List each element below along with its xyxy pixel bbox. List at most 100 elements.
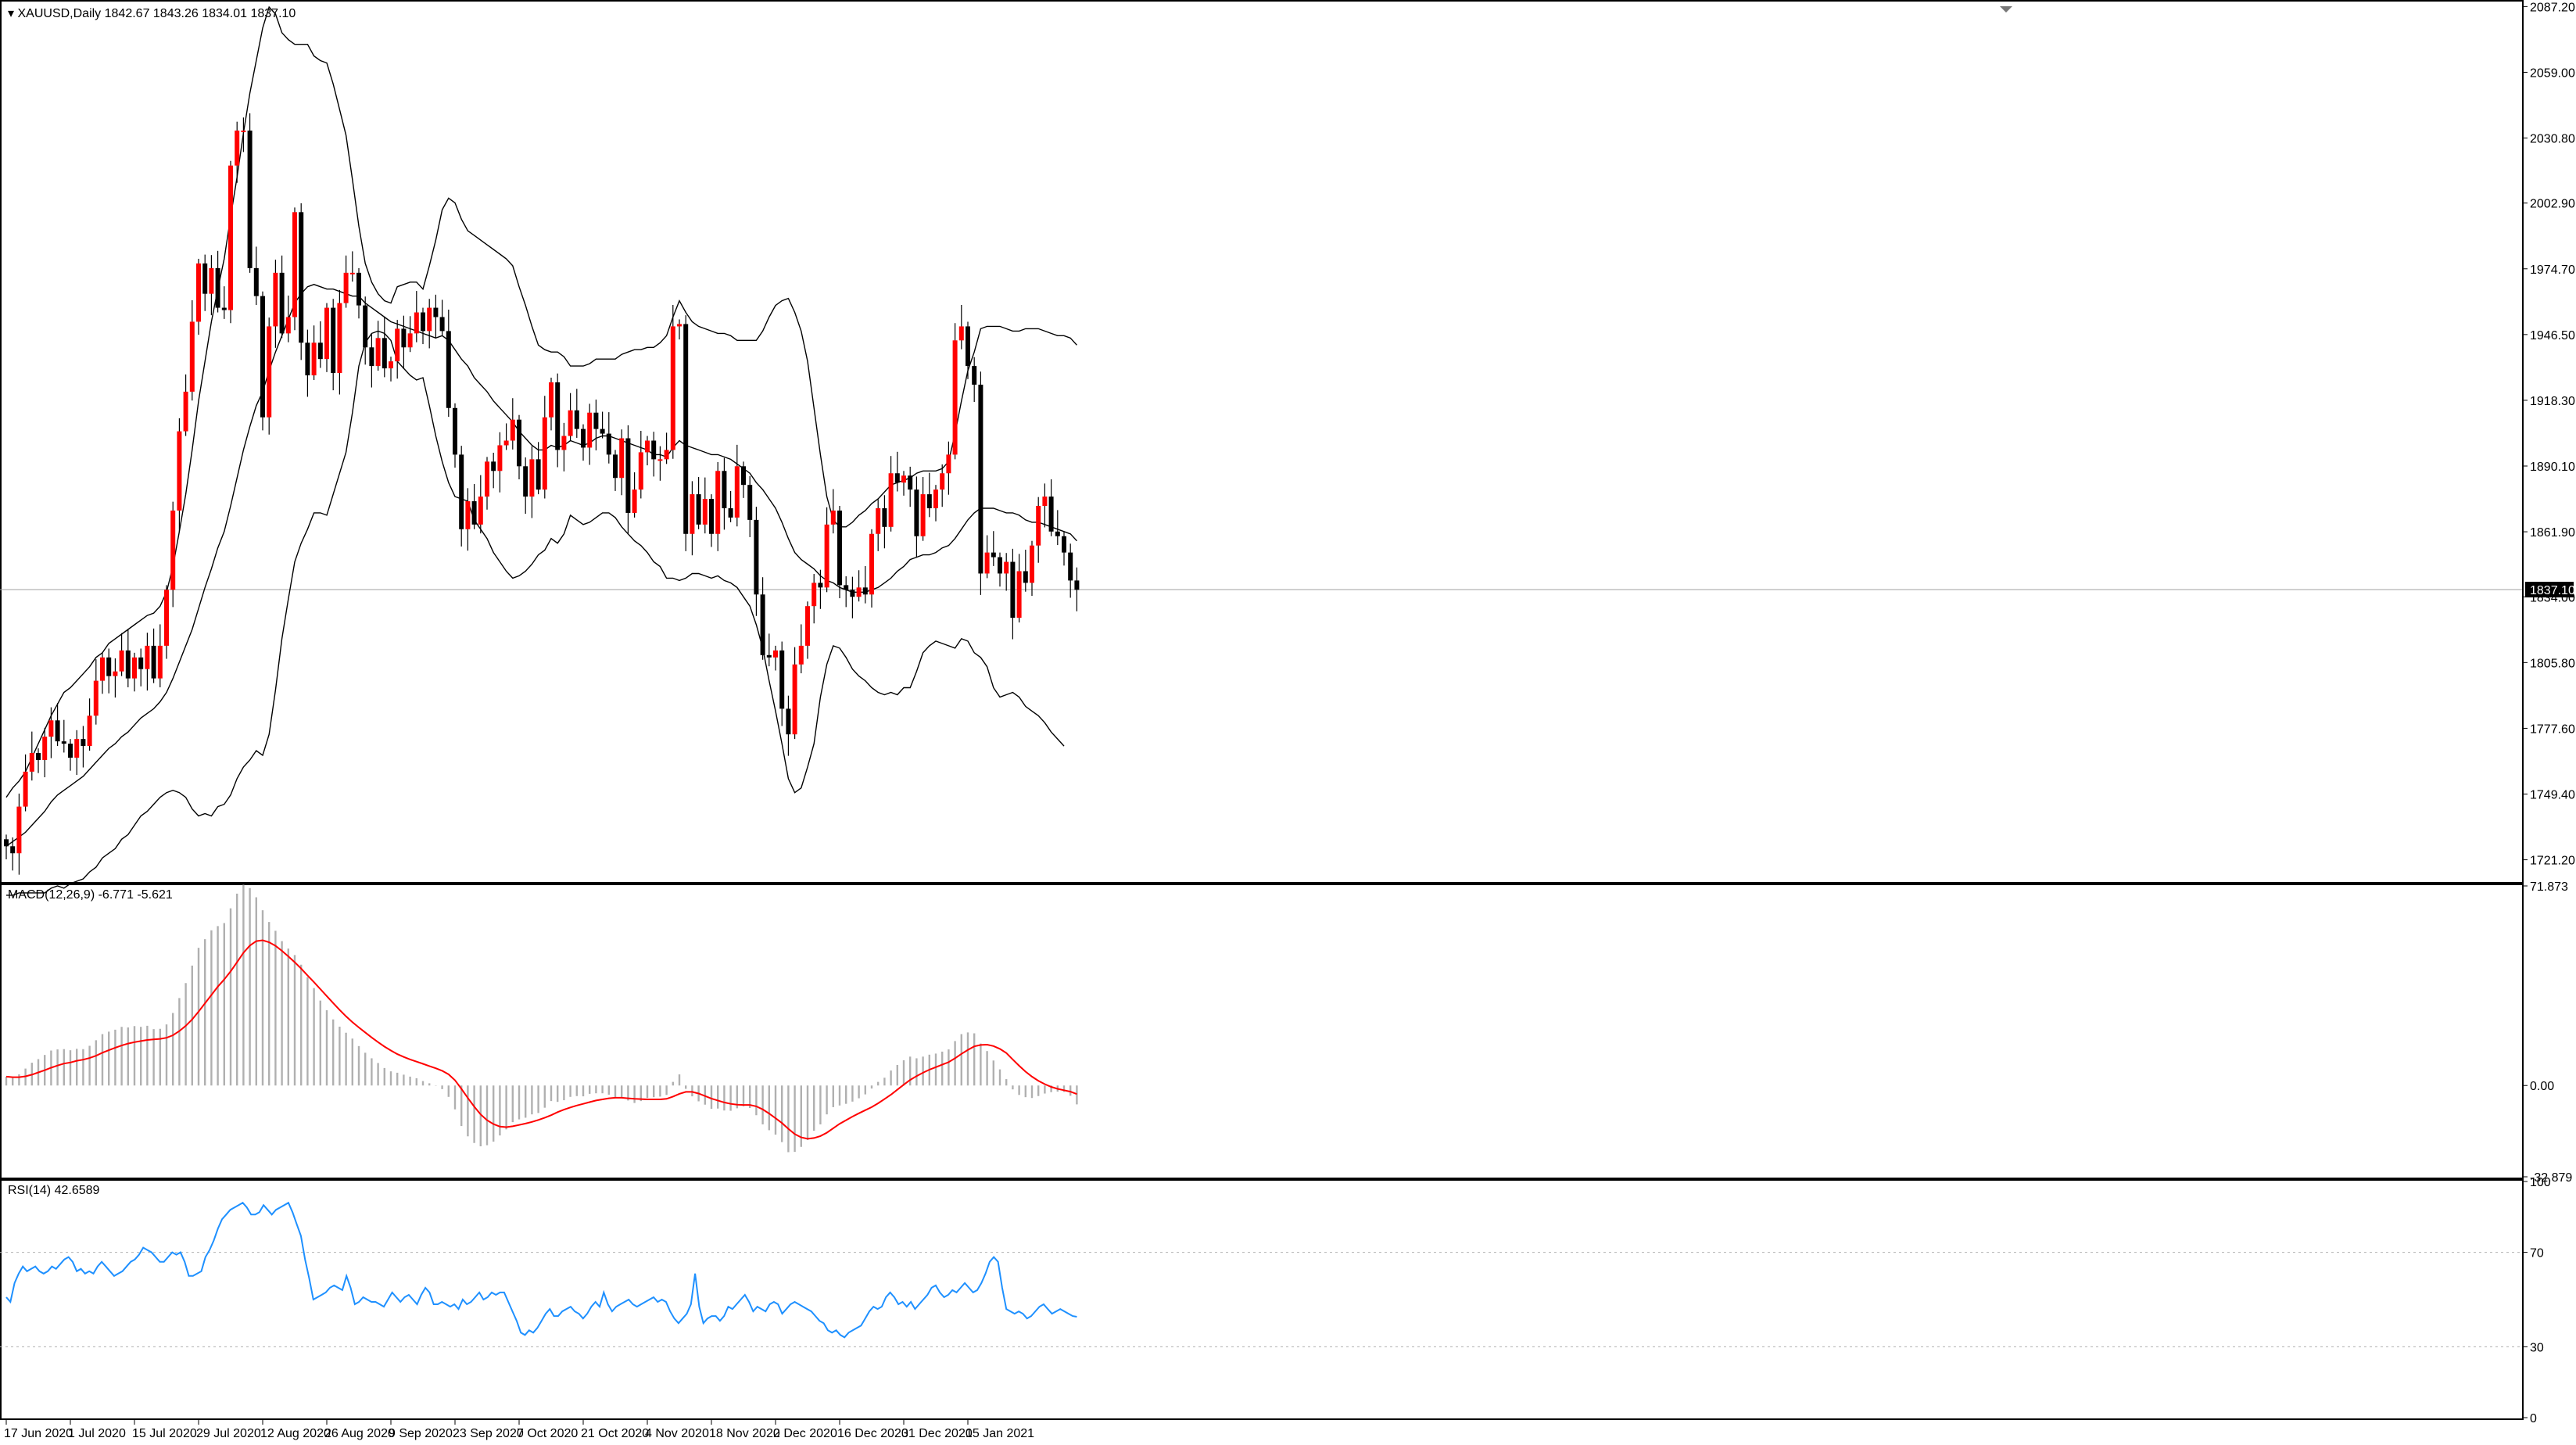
candle[interactable] (267, 317, 272, 435)
candle[interactable] (1016, 554, 1022, 623)
candle[interactable] (337, 289, 342, 395)
candle[interactable] (132, 652, 137, 692)
candle[interactable] (574, 389, 579, 438)
candle[interactable] (779, 641, 785, 726)
candle[interactable] (343, 255, 349, 308)
candle[interactable] (940, 464, 945, 507)
candle[interactable] (728, 490, 733, 522)
candle[interactable] (228, 160, 233, 324)
candle[interactable] (453, 403, 457, 468)
candle[interactable] (202, 254, 208, 311)
candle[interactable] (811, 574, 817, 624)
candle[interactable] (760, 577, 765, 660)
candle[interactable] (830, 489, 836, 534)
candle[interactable] (587, 403, 593, 465)
candle[interactable] (625, 425, 631, 535)
candle[interactable] (651, 432, 657, 477)
candle[interactable] (241, 117, 246, 152)
candle[interactable] (792, 647, 797, 740)
candle[interactable] (536, 442, 541, 495)
candle[interactable] (664, 432, 669, 464)
candle[interactable] (1055, 510, 1060, 546)
candle[interactable] (42, 727, 48, 778)
candle[interactable] (946, 441, 951, 495)
candle[interactable] (856, 570, 862, 602)
candle[interactable] (459, 446, 464, 547)
candle[interactable] (568, 393, 573, 441)
candle[interactable] (1042, 483, 1048, 528)
candle[interactable] (632, 472, 637, 518)
candle[interactable] (189, 300, 195, 401)
candle[interactable] (151, 628, 156, 683)
candle[interactable] (433, 294, 439, 339)
candle[interactable] (138, 648, 144, 687)
candle[interactable] (709, 494, 714, 547)
candle[interactable] (766, 633, 772, 667)
candle[interactable] (619, 429, 625, 496)
candle[interactable] (389, 357, 393, 382)
candle[interactable] (645, 436, 650, 466)
candle[interactable] (247, 113, 253, 273)
candle[interactable] (279, 255, 285, 339)
candle[interactable] (471, 483, 477, 529)
candle[interactable] (253, 246, 259, 305)
candle[interactable] (106, 648, 112, 694)
candle[interactable] (10, 837, 16, 871)
candle[interactable] (68, 739, 73, 771)
candle[interactable] (914, 476, 919, 558)
candle[interactable] (93, 659, 99, 725)
candle[interactable] (581, 424, 586, 461)
candle[interactable] (209, 255, 214, 316)
candle[interactable] (478, 475, 483, 534)
candle[interactable] (1023, 550, 1028, 592)
candle[interactable] (1068, 543, 1073, 598)
candle[interactable] (29, 731, 34, 781)
candle[interactable] (305, 329, 310, 397)
candle[interactable] (503, 423, 509, 450)
candle[interactable] (517, 414, 521, 480)
candle[interactable] (677, 319, 682, 340)
candle[interactable] (497, 432, 503, 493)
candle[interactable] (991, 531, 996, 566)
candle[interactable] (55, 703, 60, 747)
candle[interactable] (1030, 540, 1034, 597)
candle[interactable] (690, 481, 695, 556)
candle[interactable] (523, 457, 528, 515)
candle[interactable] (952, 323, 958, 460)
candle[interactable] (862, 565, 868, 604)
candle[interactable] (382, 316, 387, 378)
candle[interactable] (317, 321, 323, 368)
candle[interactable] (593, 400, 599, 451)
candle[interactable] (844, 576, 849, 608)
candle[interactable] (491, 453, 496, 489)
candle[interactable] (966, 321, 970, 379)
candle[interactable] (529, 446, 535, 518)
candle[interactable] (465, 488, 471, 551)
candle[interactable] (657, 446, 663, 481)
candle[interactable] (100, 652, 105, 694)
candle[interactable] (894, 451, 900, 492)
candle[interactable] (349, 251, 355, 282)
candle[interactable] (1048, 479, 1054, 536)
candle[interactable] (670, 304, 675, 459)
candle[interactable] (369, 334, 374, 388)
candle[interactable] (1010, 548, 1016, 640)
candle[interactable] (235, 121, 240, 183)
candle[interactable] (446, 309, 451, 418)
candle[interactable] (292, 207, 297, 331)
candle[interactable] (908, 466, 913, 507)
candle[interactable] (926, 472, 932, 518)
candle[interactable] (888, 456, 894, 532)
candle[interactable] (157, 624, 163, 687)
candle[interactable] (683, 315, 689, 551)
candle[interactable] (542, 396, 547, 499)
candle[interactable] (901, 471, 906, 496)
candle[interactable] (61, 719, 66, 753)
candle[interactable] (805, 601, 810, 659)
candle[interactable] (561, 422, 567, 472)
candle[interactable] (395, 320, 400, 379)
candle[interactable] (958, 304, 964, 350)
candle[interactable] (984, 535, 990, 579)
candle[interactable] (773, 645, 778, 671)
candle[interactable] (1036, 497, 1041, 563)
